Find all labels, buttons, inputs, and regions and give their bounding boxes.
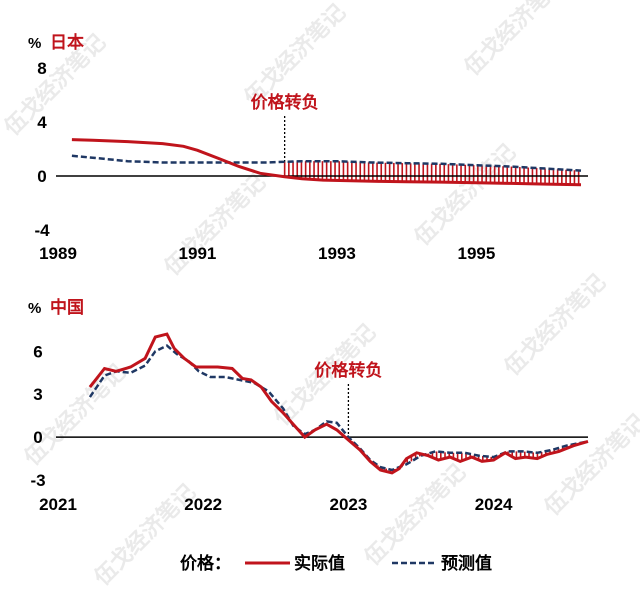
- watermark-text: 伍戈经济笔记: [158, 169, 270, 281]
- japan-x-tick-label: 1991: [179, 244, 217, 263]
- watermark-text: 伍戈经济笔记: [18, 359, 130, 471]
- china-panel: % 中国 6 3 0 -3 2021 2022 2023 2024 价格转负: [28, 297, 589, 514]
- china-x-tick-label: 2024: [475, 495, 513, 514]
- china-y-tick-label: -3: [30, 471, 45, 490]
- china-title: 中国: [50, 297, 84, 318]
- china-y-tick-label: 6: [33, 342, 42, 361]
- china-x-tick-label: 2023: [329, 495, 367, 514]
- japan-y-tick-label: 4: [37, 113, 47, 132]
- watermark-text: 伍戈经济笔记: [498, 269, 610, 381]
- china-y-tick-label: 0: [33, 428, 42, 447]
- china-series-forecast: [88, 344, 589, 472]
- china-annotation: 价格转负: [314, 360, 382, 381]
- japan-x-tick-label: 1995: [458, 244, 496, 263]
- japan-series-forecast: [71, 154, 582, 172]
- japan-title: 日本: [50, 32, 84, 53]
- watermark-text: 伍戈经济笔记: [538, 409, 640, 521]
- japan-x-tick-label: 1993: [318, 244, 356, 263]
- watermark-text: 伍戈经济笔记: [408, 139, 520, 251]
- legend: 价格： 实际值 预测值: [180, 553, 492, 574]
- japan-series-actual: [71, 138, 582, 187]
- china-unit: %: [28, 300, 41, 317]
- legend-actual-label: 实际值: [294, 553, 345, 574]
- japan-x-tick-label: 1989: [39, 244, 77, 263]
- legend-prefix: 价格：: [180, 553, 231, 574]
- china-y-tick-label: 3: [33, 385, 42, 404]
- china-x-tick-label: 2022: [184, 495, 222, 514]
- china-series-actual: [88, 332, 589, 475]
- japan-annotation: 价格转负: [251, 92, 319, 113]
- japan-y-tick-label: 8: [37, 59, 46, 78]
- japan-unit: %: [28, 35, 41, 52]
- legend-forecast-label: 预测值: [441, 553, 492, 574]
- japan-y-tick-label: 0: [37, 167, 46, 186]
- japan-panel: % 日本 8 4 0 -4 1989 1991 1993 1995 价格转负: [28, 32, 588, 263]
- watermark-text: 伍戈经济笔记: [458, 0, 570, 82]
- japan-y-tick-label: -4: [34, 221, 50, 240]
- china-x-tick-label: 2021: [39, 495, 77, 514]
